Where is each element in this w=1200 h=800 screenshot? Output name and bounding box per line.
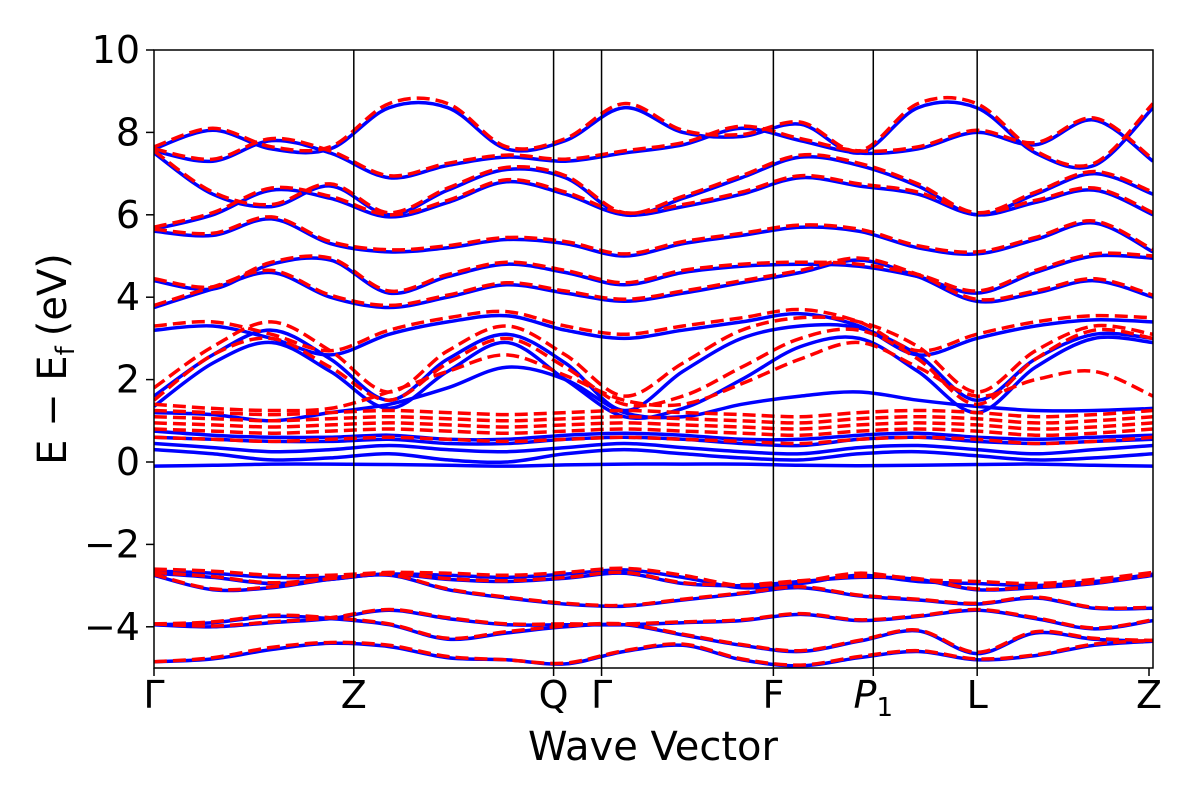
y-axis-title-main: E − E: [30, 355, 76, 465]
band-structure-dashed-band: [154, 256, 1153, 308]
band-structure-dashed-band: [154, 95, 1153, 168]
x-tick-label: Z: [341, 673, 367, 717]
band-structure-dashed-band: [154, 340, 1153, 413]
band-structure-solid-band: [154, 100, 1153, 170]
y-tick-label: 2: [116, 358, 140, 402]
band-structure-dashed-band: [154, 435, 1153, 446]
plot-frame: [153, 49, 1154, 669]
y-axis-title-unit: (eV): [30, 253, 76, 336]
x-tick-label: L: [967, 673, 988, 717]
y-tick-label: 0: [116, 440, 140, 484]
kpoint-lines: [353, 50, 978, 668]
band-structure-solid-band: [154, 258, 1153, 310]
y-tick-label: 4: [116, 275, 140, 319]
band-structure-solid-band: [154, 429, 1153, 442]
band-structure-dashed-band: [154, 315, 1153, 398]
y-axis-title-subscript: f: [51, 345, 81, 355]
y-tick-label: 6: [116, 193, 140, 237]
x-tick-label: P1: [854, 673, 893, 723]
band-structure-solid-band: [154, 217, 1153, 258]
x-axis-title: Wave Vector: [528, 724, 779, 770]
band-structure-dashed-band: [154, 149, 1153, 216]
band-structure-solid-band: [154, 311, 1153, 357]
band-structure-dashed-band: [154, 327, 1153, 408]
band-structure-dashed-band: [154, 251, 1153, 294]
y-axis-title: E − Ef (eV): [30, 253, 81, 465]
band-structure-solid-band: [154, 447, 1153, 465]
x-tick-label: Z: [1136, 673, 1162, 717]
band-structure-solid-band: [154, 441, 1153, 456]
band-structure-dashed-band: [154, 607, 1153, 630]
band-structure-dashed-band: [154, 408, 1153, 419]
band-structure-dashed-band: [154, 215, 1153, 256]
band-structure-dashed-band: [154, 307, 1153, 353]
band-structure-dashed-band: [154, 421, 1153, 431]
band-structure-dashed-band: [154, 570, 1153, 592]
bands-layer: [154, 95, 1153, 668]
band-structure-dashed-band: [154, 638, 1153, 667]
y-tick-label: 10: [92, 28, 140, 72]
band-structure-dashed-band: [154, 414, 1153, 425]
band-structure-solid-band: [154, 462, 1153, 468]
x-axis: Γ Z Q Γ F P1 L Z: [143, 668, 1162, 723]
band-structure-solid-band: [154, 253, 1153, 296]
y-axis: 10 8 6 4 2 0 −2 −4: [84, 28, 154, 649]
y-tick-label: −2: [84, 522, 140, 566]
x-tick-label: Γ: [591, 673, 612, 717]
x-tick-label: F: [762, 673, 784, 717]
x-tick-label: Q: [539, 673, 569, 717]
band-structure-dashed-band: [154, 566, 1153, 588]
band-structure-dashed-band: [154, 427, 1153, 438]
y-tick-label: 8: [116, 110, 140, 154]
x-tick-label: Γ: [143, 673, 164, 717]
y-tick-label: −4: [84, 605, 140, 649]
